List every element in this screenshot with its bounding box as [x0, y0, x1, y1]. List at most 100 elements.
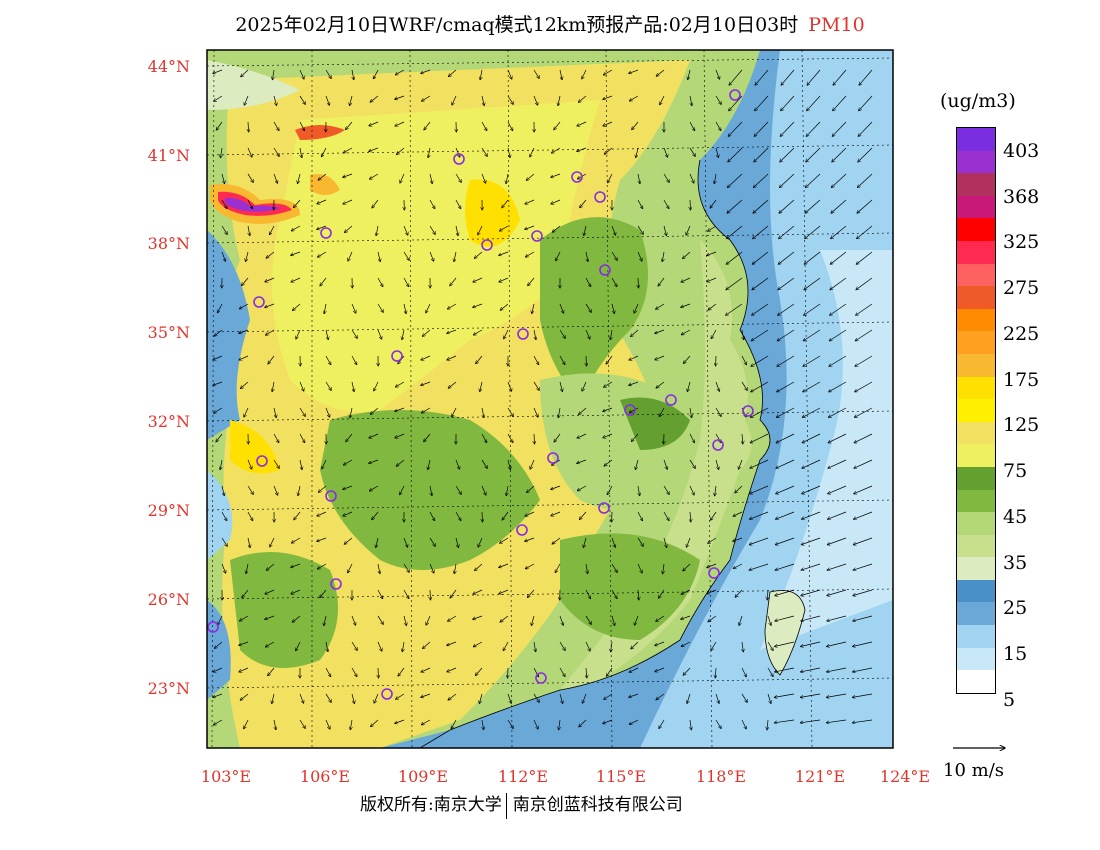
wind-arrow: [586, 251, 588, 262]
wind-arrow: [735, 589, 743, 597]
legend-swatch: [956, 421, 996, 445]
wind-arrow: [729, 95, 743, 111]
wind-arrow: [767, 641, 773, 651]
wind-arrow: [343, 485, 353, 489]
lon-label: 124°E: [880, 767, 930, 786]
wind-arrow: [241, 69, 249, 77]
wind-arrow: [663, 511, 669, 521]
wind-arrow: [655, 329, 665, 333]
city-marker: [535, 672, 547, 684]
city-marker: [207, 621, 219, 633]
wind-arrow: [403, 563, 409, 572]
legend-label: 225: [1003, 323, 1040, 345]
wind-arrow: [727, 199, 743, 213]
legend-swatch: [956, 647, 996, 671]
wind-arrow: [447, 303, 457, 309]
city-markers: [207, 89, 754, 700]
legend-swatch: [956, 466, 996, 490]
wind-arrow: [776, 433, 795, 443]
wind-arrow: [711, 329, 717, 339]
lat-label: 32°N: [148, 412, 190, 431]
wind-arrow: [507, 147, 510, 158]
wind-arrow: [754, 147, 769, 162]
wind-arrow: [726, 251, 743, 264]
wind-arrow: [827, 615, 847, 621]
wind-arrow: [369, 433, 379, 438]
lat-label: 23°N: [148, 679, 190, 698]
wind-arrow: [831, 173, 847, 188]
wind-arrow: [854, 459, 873, 468]
legend-label: 45: [1003, 506, 1028, 528]
legend-swatch: [956, 534, 996, 558]
wind-arrow: [377, 615, 383, 624]
wind-arrow: [292, 615, 301, 622]
wind-arrow: [220, 147, 222, 158]
wind-arrow: [637, 511, 643, 521]
wind-arrow: [852, 719, 873, 723]
wind-arrow: [325, 719, 330, 729]
wind-arrow: [807, 69, 821, 85]
wind-arrow: [801, 563, 821, 570]
wind-arrow: [735, 485, 743, 493]
wind-arrow: [395, 719, 405, 723]
wind-arrow: [778, 277, 795, 290]
wind-arrow: [715, 69, 720, 79]
city-marker: [624, 404, 636, 416]
wind-arrow: [299, 121, 305, 131]
lat-label: 26°N: [148, 590, 190, 609]
wind-arrow: [376, 225, 378, 236]
wind-arrow: [742, 329, 744, 340]
wind-arrow: [551, 147, 561, 153]
wind-arrow: [239, 667, 249, 672]
wind-arrow: [741, 693, 747, 702]
wind-arrow: [775, 615, 795, 621]
wind-arrow: [426, 303, 431, 313]
wind-arrow: [855, 381, 873, 392]
wind-arrow: [750, 459, 769, 468]
wind-arrow: [826, 693, 847, 697]
wind-arrow: [370, 95, 379, 102]
wind-arrow: [447, 667, 457, 672]
wind-arrow: [663, 563, 664, 574]
wind-arrow: [475, 563, 483, 571]
wind-arrow: [221, 537, 227, 546]
wind-arrow: [801, 589, 821, 596]
wind-arrow: [629, 407, 639, 413]
wind-arrow: [637, 199, 643, 209]
lon-label: 115°E: [596, 767, 646, 786]
wind-arrow: [421, 69, 431, 73]
city-marker: [330, 578, 342, 590]
legend-swatch: [956, 444, 996, 467]
wind-arrow: [272, 69, 274, 80]
wind-arrow: [455, 173, 461, 182]
wind-arrow: [291, 537, 301, 543]
wind-arrow: [369, 485, 379, 491]
wind-arrow: [681, 641, 691, 647]
wind-arrow: [272, 381, 274, 392]
wind-arrow: [348, 563, 353, 573]
wind-arrow: [830, 303, 847, 315]
wind-arrow: [767, 667, 773, 677]
wind-arrow: [396, 459, 405, 466]
wind-arrow: [753, 173, 769, 188]
wind-arrow: [738, 459, 743, 469]
wind-arrow: [377, 251, 380, 262]
wind-arrow: [741, 381, 747, 390]
wind-arrow: [371, 719, 379, 727]
wind-arrow: [473, 277, 483, 282]
wind-arrow: [450, 589, 457, 598]
wind-arrow: [611, 589, 617, 599]
wind-arrow: [603, 121, 613, 126]
wind-arrow: [681, 303, 691, 307]
wind-arrow: [324, 303, 326, 314]
wind-arrow: [246, 563, 249, 574]
wind-arrow: [325, 69, 331, 78]
map-title: 2025年02月10日WRF/cmaq模式12km预报产品:02月10日03时 P…: [0, 10, 1100, 37]
wind-arrow: [424, 121, 431, 130]
legend-swatch: [956, 263, 996, 287]
wind-arrow: [502, 199, 509, 208]
lon-label: 112°E: [498, 767, 548, 786]
wind-arrow: [631, 641, 639, 649]
legend-unit: (ug/m3): [940, 90, 1016, 112]
wind-arrow: [350, 407, 353, 418]
